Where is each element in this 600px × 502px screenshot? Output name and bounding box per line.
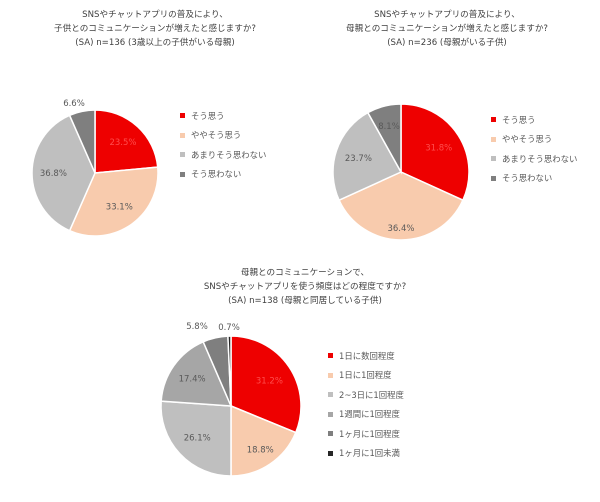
legend-item: 1週間に1回程度 bbox=[328, 405, 404, 425]
chart3-title-line: SNSやチャットアプリを使う頻度はどの程度ですか? bbox=[203, 282, 407, 292]
pie-slice bbox=[332, 111, 403, 202]
pie-slice bbox=[160, 340, 233, 407]
legend-item: あまりそう思わない bbox=[491, 149, 577, 169]
pie-slice bbox=[338, 171, 464, 241]
legend-item: 1日に数回程度 bbox=[328, 346, 404, 366]
pie-slice bbox=[227, 335, 232, 407]
data-label: 23.5% bbox=[109, 138, 136, 148]
legend-item: ややそう思う bbox=[180, 126, 266, 146]
data-label: 36.8% bbox=[40, 169, 67, 179]
legend-swatch bbox=[491, 136, 496, 142]
chart1-title: SNSやチャットアプリの普及により、 子供とのコミュニケーションが増えたと感じま… bbox=[30, 8, 280, 50]
legend-swatch bbox=[328, 450, 333, 456]
data-label: 0.7% bbox=[218, 323, 240, 333]
pie-slice bbox=[94, 109, 159, 174]
pie-slice bbox=[230, 335, 302, 434]
data-label: 6.6% bbox=[63, 99, 85, 109]
data-label: 23.7% bbox=[345, 154, 372, 164]
legend-swatch bbox=[180, 171, 185, 177]
data-label: 26.1% bbox=[184, 434, 211, 444]
legend-swatch bbox=[491, 175, 496, 181]
data-label: 33.1% bbox=[106, 203, 133, 213]
chart2-title: SNSやチャットアプリの普及により、 母親とのコミュニケーションが増えたと感じま… bbox=[322, 8, 572, 50]
chart2-title-line: 母親とのコミュニケーションが増えたと感じますか? bbox=[346, 24, 548, 34]
data-label: 8.1% bbox=[378, 122, 400, 132]
pie-slice bbox=[68, 109, 96, 174]
legend-swatch bbox=[328, 411, 333, 417]
data-label: 36.4% bbox=[387, 224, 414, 234]
legend-label: 1ヶ月に1回未満 bbox=[339, 448, 400, 459]
pie-slice bbox=[230, 404, 297, 477]
pie-slice bbox=[31, 114, 96, 232]
chart1-title-line: (SA) n=136 (3歳以上の子供がいる母親) bbox=[75, 38, 235, 48]
chart2-title-line: SNSやチャットアプリの普及により、 bbox=[374, 10, 520, 20]
legend-label: ややそう思う bbox=[502, 134, 553, 145]
pie-slice bbox=[366, 103, 402, 175]
legend-item: そう思わない bbox=[180, 165, 266, 185]
legend-swatch bbox=[491, 117, 496, 123]
legend-swatch bbox=[180, 152, 185, 158]
pie-slice bbox=[400, 103, 470, 202]
pie-slice bbox=[68, 166, 159, 237]
legend-item: あまりそう思わない bbox=[180, 145, 266, 165]
legend-label: 1日に1回程度 bbox=[339, 370, 392, 381]
chart3-legend: 1日に数回程度 1日に1回程度 2~3日に1回程度 1週間に1回程度 1ヶ月に1… bbox=[328, 346, 404, 463]
legend-item: 2~3日に1回程度 bbox=[328, 385, 404, 405]
legend-label: そう思う bbox=[502, 114, 536, 125]
chart2-title-line: (SA) n=236 (母親がいる子供) bbox=[387, 38, 507, 48]
chart1-title-line: SNSやチャットアプリの普及により、 bbox=[82, 10, 228, 20]
legend-label: 1日に数回程度 bbox=[339, 350, 395, 361]
legend-swatch bbox=[328, 372, 333, 378]
data-label: 31.8% bbox=[425, 144, 452, 154]
pie-slice bbox=[160, 400, 232, 477]
legend-swatch bbox=[328, 431, 333, 437]
legend-item: ややそう思う bbox=[491, 130, 577, 150]
legend-swatch bbox=[180, 132, 185, 138]
legend-swatch bbox=[491, 156, 496, 162]
legend-item: 1ヶ月に1回未満 bbox=[328, 444, 404, 464]
chart1-legend: そう思う ややそう思う あまりそう思わない そう思わない bbox=[180, 106, 266, 184]
legend-label: そう思う bbox=[191, 110, 225, 121]
legend-label: そう思わない bbox=[502, 173, 553, 184]
legend-swatch bbox=[180, 113, 185, 119]
chart3-title-line: 母親とのコミュニケーションで、 bbox=[240, 268, 370, 278]
chart3-title-line: (SA) n=138 (母親と同居している子供) bbox=[228, 296, 382, 306]
data-label: 5.8% bbox=[186, 322, 208, 332]
legend-label: ややそう思う bbox=[191, 130, 242, 141]
chart1-title-line: 子供とのコミュニケーションが増えたと感じますか? bbox=[54, 24, 256, 34]
legend-label: あまりそう思わない bbox=[502, 153, 578, 164]
chart3-title: 母親とのコミュニケーションで、 SNSやチャットアプリを使う頻度はどの程度ですか… bbox=[175, 266, 435, 308]
data-label: 17.4% bbox=[179, 375, 206, 385]
legend-item: そう思う bbox=[180, 106, 266, 126]
legend-label: あまりそう思わない bbox=[191, 149, 267, 160]
legend-item: そう思う bbox=[491, 110, 577, 130]
legend-label: 1ヶ月に1回程度 bbox=[339, 428, 400, 439]
data-label: 18.8% bbox=[247, 446, 274, 456]
legend-item: 1ヶ月に1回程度 bbox=[328, 424, 404, 444]
legend-label: 2~3日に1回程度 bbox=[339, 389, 404, 400]
legend-label: 1週間に1回程度 bbox=[339, 409, 400, 420]
legend-item: 1日に1回程度 bbox=[328, 366, 404, 386]
legend-swatch bbox=[328, 392, 333, 398]
legend-label: そう思わない bbox=[191, 169, 242, 180]
legend-swatch bbox=[328, 353, 333, 359]
data-label: 31.2% bbox=[256, 376, 283, 386]
chart2-legend: そう思う ややそう思う あまりそう思わない そう思わない bbox=[491, 110, 577, 188]
legend-item: そう思わない bbox=[491, 169, 577, 189]
